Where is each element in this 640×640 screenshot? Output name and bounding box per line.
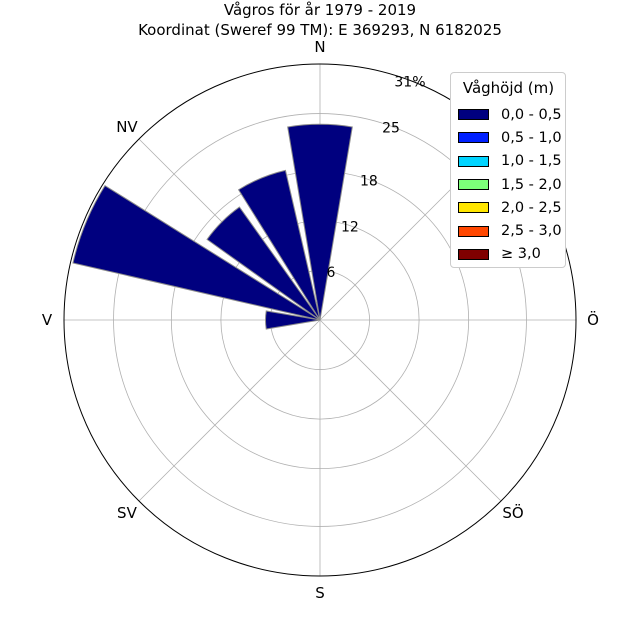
legend-swatch-4 (458, 202, 489, 214)
sector-bar-2-bin-0 (206, 206, 321, 321)
legend-entry-1: 0,5 - 1,0 (458, 126, 562, 149)
direction-label-2: SÖ (502, 503, 523, 522)
chart-title-block: Vågros för år 1979 - 2019 Koordinat (Swe… (0, 0, 640, 40)
radial-tick-label-0: 6 (327, 265, 336, 281)
sector-bar-0-bin-0 (287, 123, 353, 321)
chart-subtitle: Koordinat (Sweref 99 TM): E 369293, N 61… (138, 21, 502, 39)
legend-entry-4: 2,0 - 2,5 (458, 196, 562, 219)
legend-swatch-1 (458, 132, 489, 144)
legend-swatch-0 (458, 109, 489, 121)
legend-label-4: 2,0 - 2,5 (501, 199, 562, 216)
chart-title: Vågros för år 1979 - 2019 (223, 1, 417, 19)
legend-label-3: 1,5 - 2,0 (501, 176, 562, 193)
legend: Våghöjd (m) 0,0 - 0,5 0,5 - 1,0 1,0 - 1,5 1… (450, 72, 566, 268)
grid-spoke-3 (319, 319, 502, 502)
sector-bars (72, 123, 353, 330)
legend-label-6: ≥ 3,0 (501, 246, 541, 263)
legend-swatch-3 (458, 179, 489, 191)
radial-tick-label-2: 18 (360, 174, 378, 190)
legend-swatch-6 (458, 248, 489, 260)
legend-title: Våghöjd (m) (462, 79, 555, 97)
legend-entry-0: 0,0 - 0,5 (458, 103, 562, 126)
legend-label-0: 0,0 - 0,5 (501, 106, 562, 123)
axis-labels: 6 12 18 25 31% N Ö SÖ S SV V NV (42, 38, 599, 602)
radial-tick-label-1: 12 (341, 219, 359, 235)
direction-label-5: V (42, 311, 53, 329)
grid-spoke-5 (138, 319, 321, 502)
direction-label-0: N (314, 38, 325, 56)
sector-bar-4-bin-0 (264, 310, 321, 330)
sector-bar-1-bin-0 (237, 169, 321, 321)
sector-bar-3-bin-0 (72, 184, 321, 321)
legend-label-2: 1,0 - 1,5 (501, 153, 562, 170)
legend-swatch-2 (458, 155, 489, 167)
legend-label-5: 2,5 - 3,0 (501, 223, 562, 240)
direction-label-4: SV (117, 504, 138, 522)
outer-axis-circle (63, 63, 577, 577)
direction-label-3: S (315, 584, 325, 602)
legend-entry-5: 2,5 - 3,0 (458, 219, 562, 242)
legend-entry-6: ≥ 3,0 (458, 243, 559, 266)
radial-tick-label-4: 31% (394, 74, 425, 90)
legend-entry-2: 1,0 - 1,5 (458, 150, 562, 173)
legend-swatch-5 (458, 225, 489, 237)
direction-label-1: Ö (587, 310, 599, 329)
legend-entries: 0,0 - 0,5 0,5 - 1,0 1,0 - 1,5 1,5 - 2,0 2,0 … (458, 103, 562, 266)
legend-entry-3: 1,5 - 2,0 (458, 173, 562, 196)
direction-label-6: NV (116, 118, 138, 136)
legend-label-1: 0,5 - 1,0 (501, 129, 562, 146)
radial-tick-label-3: 25 (382, 120, 400, 136)
